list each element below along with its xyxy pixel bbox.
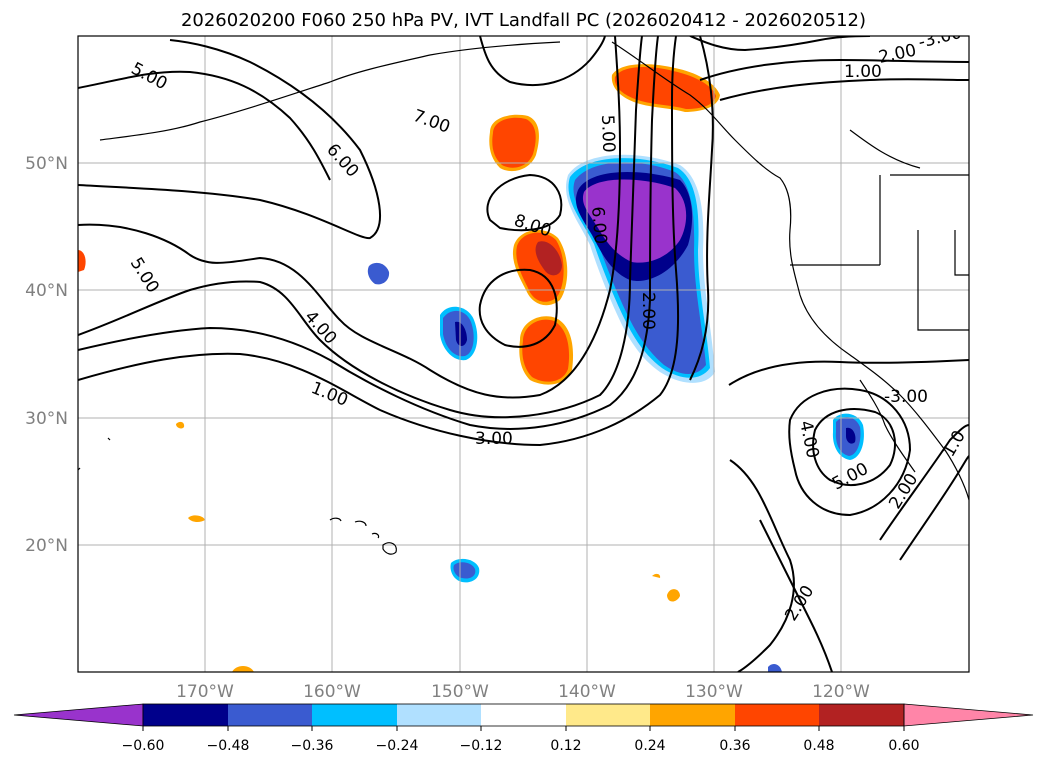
colorbar-tick-label: 0.12 [550,738,581,754]
colorbar-extend-low [13,703,144,727]
colorbar-ticks [142,726,905,731]
positive-anomaly-small-2 [188,515,205,523]
colorbar-segment [143,704,228,726]
colorbar-tick-label: −0.24 [376,738,419,754]
colorbar-tick-label: −0.48 [207,738,250,754]
contour-label: 3.00 [475,429,513,449]
islands [78,437,397,555]
negative-anomaly-155w [367,262,390,285]
graticule [78,36,969,672]
negative-anomaly-hawaii-east-inner [453,562,476,579]
negative-anomaly-150w-core [455,321,467,346]
contour-label: 2.00 [638,292,658,330]
lon-label-120w: 120°W [812,682,870,702]
colorbar-extend-high [903,703,1034,727]
positive-anomaly-small-1 [176,421,185,429]
lat-label-30n: 30°N [25,409,68,429]
colorbar-tick-label: −0.36 [291,738,334,754]
colorbar-segment [650,704,735,726]
colorbar-tick-label: −0.12 [460,738,503,754]
negative-anomaly-peak [582,179,687,263]
positive-anomaly-145w-south-inner [522,319,570,382]
shading-layer [78,64,864,672]
colorbar-tick-label: 0.36 [719,738,750,754]
contour-label: 1.00 [844,62,882,82]
positive-anomaly-145w-mid-core [535,241,562,276]
negative-anomaly-bottom [768,664,782,672]
latitude-labels: 50°N 40°N 30°N 20°N [25,154,68,556]
colorbar-tick-label: −0.60 [122,738,165,754]
lon-label-130w: 130°W [685,682,743,702]
lat-label-50n: 50°N [25,154,68,174]
colorbar: −0.60 −0.48 −0.36 −0.24 −0.12 0.12 0.24 … [13,703,1034,754]
negative-anomaly-baja-core [846,427,856,444]
lon-label-140w: 140°W [558,682,616,702]
pv-contours [78,36,969,672]
lat-label-20n: 20°N [25,536,68,556]
lat-label-40n: 40°N [25,281,68,301]
colorbar-tick-label: 0.60 [888,738,919,754]
colorbar-tick-label: 0.48 [803,738,834,754]
colorbar-frame [142,703,905,727]
lon-label-150w: 150°W [431,682,489,702]
colorbar-segment [481,704,566,726]
longitude-labels: 170°W 160°W 150°W 140°W 130°W 120°W [176,682,870,702]
map-title: 2026020200 F060 250 hPa PV, IVT Landfall… [180,10,867,31]
positive-anomaly-bottom [232,666,254,672]
contour-label: 5.00 [597,114,618,153]
contour-label: 6.00 [587,206,610,245]
positive-anomaly-west-edge [78,250,86,272]
colorbar-segment [312,704,397,726]
positive-anomaly-145w-north-inner [492,117,536,168]
coastlines [99,41,969,501]
lon-label-170w: 170°W [176,682,234,702]
colorbar-segment [819,704,904,726]
colorbar-segment [228,704,312,726]
contour-label: -3.00 [884,387,928,407]
plot-frame [77,35,970,673]
colorbar-segment [397,704,481,726]
positive-anomaly-small-4 [652,573,661,578]
positive-anomaly-small-3 [667,589,680,602]
colorbar-tick-label: 0.24 [634,738,665,754]
colorbar-segment [566,704,650,726]
colorbar-segment [735,704,819,726]
lon-label-160w: 160°W [303,682,361,702]
positive-anomaly-north-inner [614,67,716,109]
